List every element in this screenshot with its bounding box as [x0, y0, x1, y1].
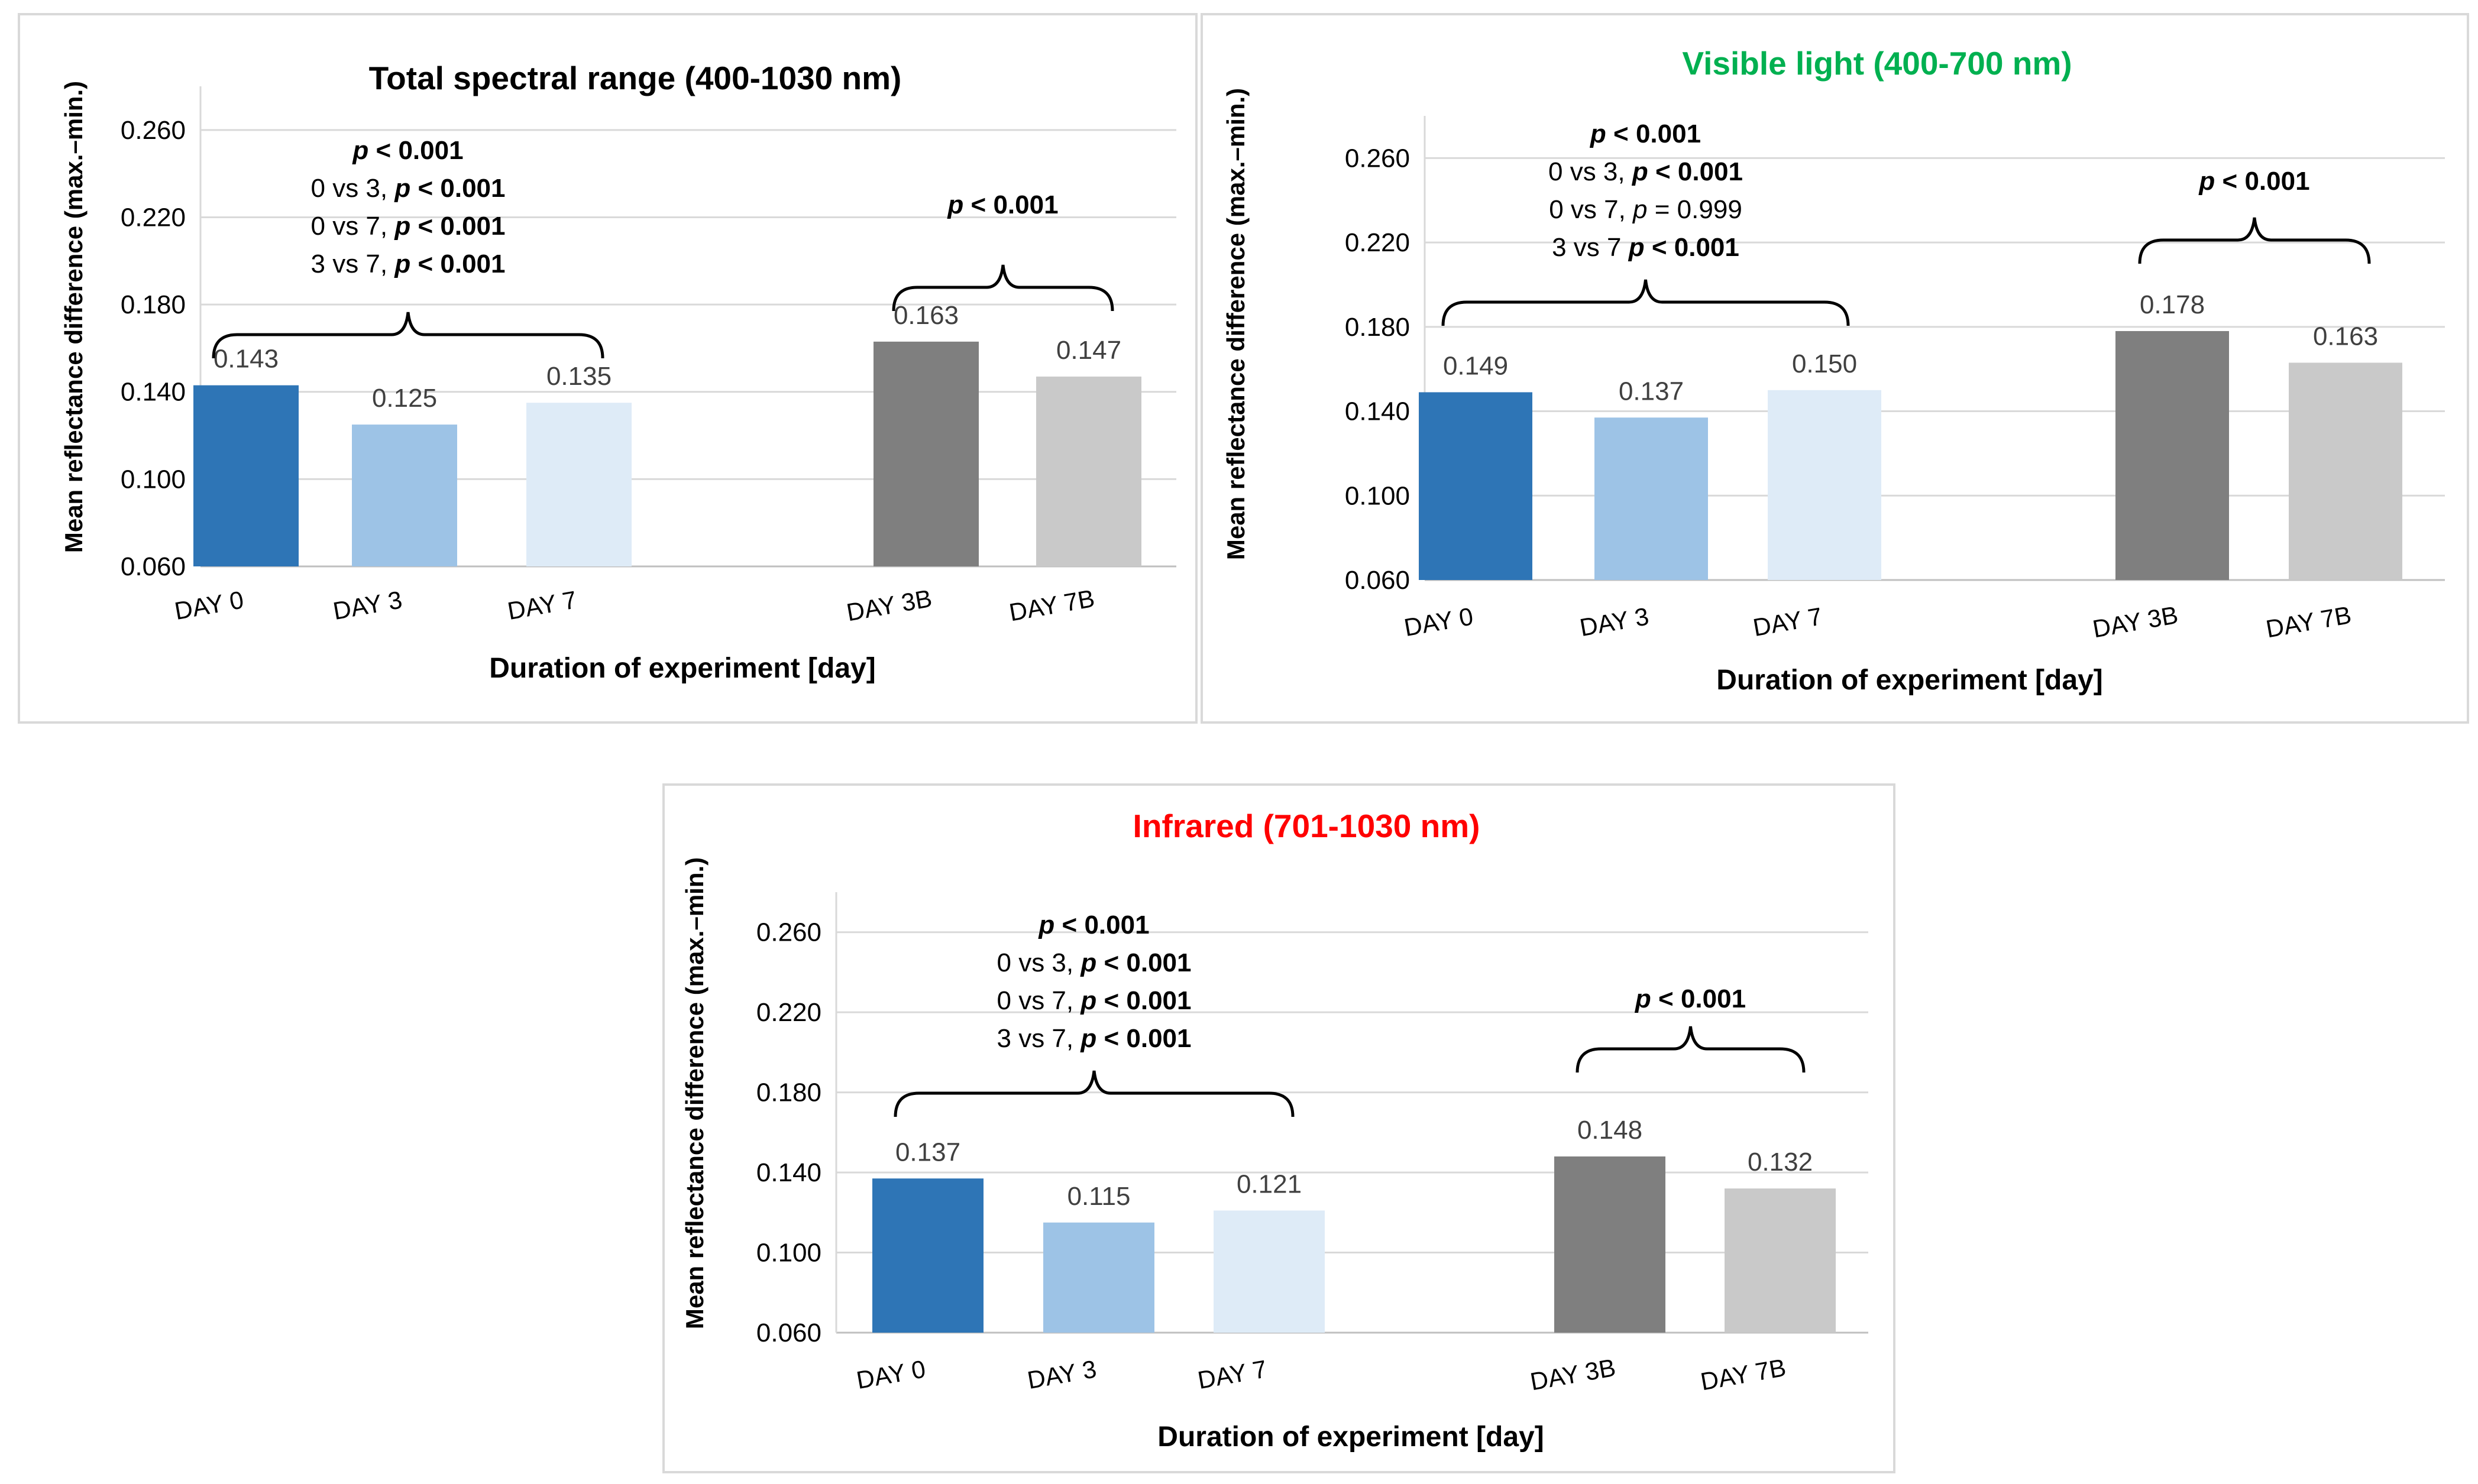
significance-label: 0 vs 7, p = 0.999: [1549, 195, 1742, 224]
data-label: 0.150: [1792, 349, 1857, 378]
data-label: 0.149: [1443, 351, 1508, 380]
significance-label: p < 0.001: [1038, 911, 1149, 939]
y-tick-label: 0.220: [756, 998, 821, 1027]
y-axis-label: Mean reflectance difference (max.–min.): [1222, 88, 1250, 560]
significance-label: 3 vs 7, p < 0.001: [997, 1024, 1192, 1053]
significance-label: p < 0.001: [2198, 167, 2309, 196]
significance-label: p < 0.001: [1590, 119, 1701, 148]
significance-bracket: [1441, 279, 1850, 326]
y-tick-label: 0.180: [1345, 313, 1410, 342]
x-tick-label: DAY 3B: [2091, 601, 2180, 643]
bar: [1554, 1156, 1665, 1333]
chart-title: Total spectral range (400-1030 nm): [369, 60, 902, 96]
chart-svg-infrared: Infrared (701-1030 nm) 0.060 0.100 0.140 0.1…: [681, 808, 1868, 1453]
y-tick-label: 0.140: [1345, 397, 1410, 426]
data-label: 0.115: [1067, 1182, 1131, 1211]
bar: [1419, 392, 1532, 580]
x-axis-label: Duration of experiment [day]: [489, 653, 875, 684]
significance-label: 0 vs 3, p < 0.001: [997, 948, 1192, 977]
x-tick-label: DAY 0: [1402, 602, 1476, 641]
data-label: 0.143: [213, 345, 279, 374]
significance-label: 3 vs 7 p < 0.001: [1552, 233, 1739, 262]
x-axis-label: Duration of experiment [day]: [1157, 1421, 1544, 1453]
data-label: 0.148: [1577, 1116, 1642, 1145]
y-tick-label: 0.220: [121, 203, 186, 232]
chart-title: Visible light (400-700 nm): [1682, 45, 2072, 82]
data-label: 0.147: [1056, 336, 1121, 365]
y-tick-label: 0.220: [1345, 228, 1410, 257]
data-label: 0.137: [1619, 377, 1684, 406]
bar: [1043, 1222, 1154, 1333]
chart-svg-total-spectral: Total spectral range (400-1030 nm) 0.060 0…: [60, 60, 1176, 684]
x-tick-label: DAY 7B: [1007, 584, 1096, 627]
bar: [1214, 1210, 1325, 1333]
bar: [874, 341, 979, 566]
y-tick-label: 0.060: [756, 1318, 821, 1347]
significance-label: 0 vs 3, p < 0.001: [1548, 157, 1743, 186]
y-tick-label: 0.140: [121, 378, 186, 407]
data-label: 0.163: [2313, 322, 2378, 351]
y-axis-label: Mean reflectance difference (max.–min.): [681, 857, 709, 1329]
significance-label: 0 vs 7, p < 0.001: [997, 986, 1192, 1015]
significance-label: p < 0.001: [947, 190, 1058, 219]
data-label: 0.121: [1237, 1169, 1302, 1198]
x-tick-label: DAY 7B: [2264, 601, 2353, 643]
y-tick-label: 0.100: [121, 465, 186, 494]
x-tick-label: DAY 3: [1578, 602, 1651, 641]
x-tick-label: DAY 3B: [1528, 1353, 1618, 1396]
y-axis-label: Mean reflectance difference (max.–min.): [60, 81, 88, 553]
data-label: 0.132: [1748, 1148, 1813, 1177]
chart-svg-visible-light: Visible light (400-700 nm) 0.060 0.100 0.14…: [1222, 45, 2445, 696]
chart-panel-total-spectral: Total spectral range (400-1030 nm) 0.060 0…: [18, 13, 1198, 724]
data-label: 0.135: [546, 362, 612, 391]
data-label: 0.137: [895, 1138, 960, 1167]
y-tick-label: 0.260: [756, 918, 821, 947]
x-tick-label: DAY 3: [331, 585, 405, 625]
y-tick-label: 0.140: [756, 1158, 821, 1187]
bar: [2289, 362, 2402, 580]
bar: [872, 1178, 984, 1333]
x-axis-label: Duration of experiment [day]: [1716, 665, 2102, 696]
significance-bracket: [894, 1070, 1295, 1117]
x-tick-label: DAY 7B: [1699, 1353, 1788, 1396]
bar: [1594, 417, 1708, 580]
chart-title: Infrared (701-1030 nm): [1133, 808, 1480, 844]
bar: [1036, 376, 1141, 566]
x-tick-label: DAY 0: [855, 1355, 928, 1394]
bar: [352, 425, 457, 566]
y-tick-label: 0.100: [1345, 481, 1410, 510]
data-label: 0.178: [2140, 290, 2205, 319]
significance-bracket: [1576, 1026, 1806, 1073]
x-tick-label: DAY 3B: [845, 584, 934, 627]
bar: [2115, 331, 2229, 580]
y-tick-label: 0.060: [1345, 566, 1410, 595]
significance-label: p < 0.001: [1635, 984, 1746, 1013]
bar: [1768, 390, 1881, 580]
y-tick-label: 0.180: [121, 290, 186, 319]
y-tick-label: 0.260: [1345, 144, 1410, 173]
bar: [1725, 1188, 1836, 1333]
x-tick-label: DAY 7: [1196, 1355, 1269, 1394]
x-tick-label: DAY 3: [1026, 1355, 1099, 1394]
data-label: 0.163: [894, 301, 959, 330]
significance-label: 0 vs 3, p < 0.001: [311, 174, 506, 203]
x-tick-label: DAY 0: [173, 585, 246, 625]
bar: [526, 403, 632, 566]
x-tick-label: DAY 7: [1751, 602, 1824, 641]
bar: [193, 385, 299, 566]
y-tick-label: 0.060: [121, 552, 186, 581]
y-tick-label: 0.180: [756, 1078, 821, 1107]
data-label: 0.125: [372, 384, 437, 413]
x-tick-label: DAY 7: [506, 585, 579, 625]
chart-panel-infrared: Infrared (701-1030 nm) 0.060 0.100 0.140 0.1…: [662, 783, 1895, 1473]
y-tick-label: 0.260: [121, 116, 186, 145]
significance-bracket: [212, 312, 604, 359]
significance-bracket: [892, 264, 1114, 312]
significance-label: 0 vs 7, p < 0.001: [311, 212, 506, 241]
significance-label: 3 vs 7, p < 0.001: [311, 250, 506, 278]
chart-panel-visible-light: Visible light (400-700 nm) 0.060 0.100 0.14…: [1201, 13, 2469, 724]
significance-bracket: [2138, 217, 2371, 264]
y-tick-label: 0.100: [756, 1239, 821, 1268]
significance-label: p < 0.001: [352, 136, 463, 165]
